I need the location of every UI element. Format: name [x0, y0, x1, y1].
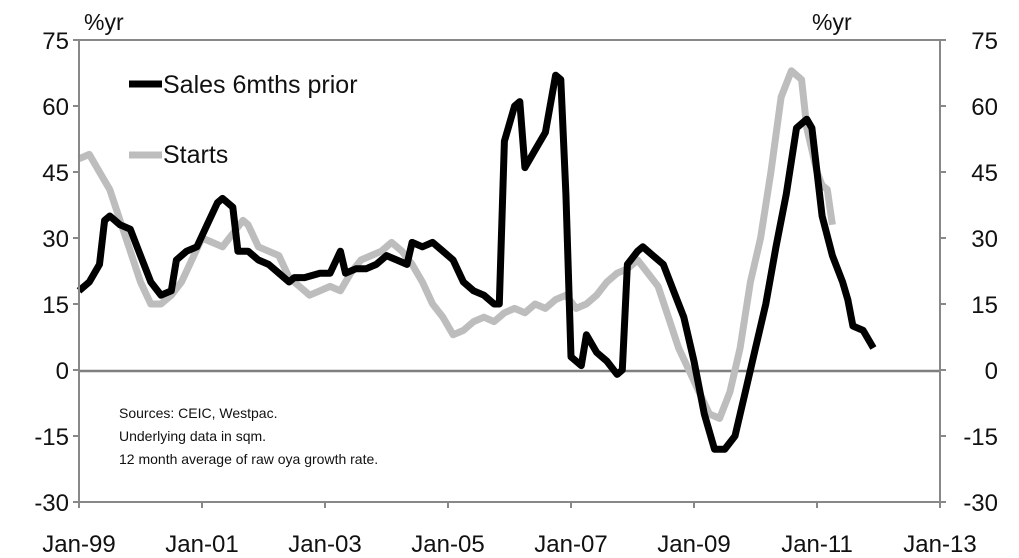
- left-y-tick-label: 75: [42, 28, 69, 55]
- right-y-tick-label: 15: [971, 292, 998, 319]
- right-y-tick-label: 75: [971, 28, 998, 55]
- x-tick-label: Jan-03: [288, 531, 361, 558]
- legend-label-sales: Sales 6mths prior: [163, 71, 358, 99]
- right-y-tick-label: -30: [963, 490, 998, 517]
- left-y-tick-label: -15: [34, 424, 69, 451]
- right-y-tick-label: 45: [971, 160, 998, 187]
- left-y-tick-label: 15: [42, 292, 69, 319]
- series-layer: [76, 67, 877, 453]
- left-y-tick-label: -30: [34, 490, 69, 517]
- right-y-tick-label: 60: [971, 94, 998, 121]
- right-y-tick-label: -15: [963, 424, 998, 451]
- left-y-tick-label: 60: [42, 94, 69, 121]
- left-y-tick-label: 30: [42, 226, 69, 253]
- series-line-sales: [76, 71, 877, 453]
- legend-label-starts: Starts: [163, 141, 228, 169]
- left-y-tick-label: 45: [42, 160, 69, 187]
- left-y-tick-label: 0: [56, 358, 69, 385]
- left-axis-unit-label: %yr: [84, 9, 124, 35]
- x-tick-label: Jan-13: [903, 531, 976, 558]
- left-y-axis-ticks: 75 60 45 30 15 0 -15 -30: [34, 28, 79, 517]
- plot-frame: [78, 39, 941, 503]
- series-line-starts: [77, 67, 836, 422]
- right-y-tick-label: 0: [985, 358, 998, 385]
- right-y-tick-label: 30: [971, 226, 998, 253]
- method-note: 12 month average of raw oya growth rate.: [119, 451, 378, 467]
- data-note: Underlying data in sqm.: [119, 428, 266, 444]
- x-tick-label: Jan-99: [42, 531, 115, 558]
- source-note: Sources: CEIC, Westpac.: [119, 405, 277, 421]
- right-y-axis-ticks: 75 60 45 30 15 0 -15 -30: [940, 28, 998, 517]
- right-axis-unit-label: %yr: [812, 9, 852, 35]
- x-tick-label: Jan-09: [657, 531, 730, 558]
- x-tick-label: Jan-05: [411, 531, 484, 558]
- x-tick-label: Jan-01: [165, 531, 238, 558]
- source-notes: Sources: CEIC, Westpac. Underlying data …: [119, 405, 378, 467]
- legend: Sales 6mths prior Starts: [129, 71, 358, 169]
- x-tick-label: Jan-07: [534, 531, 607, 558]
- x-axis-ticks: Jan-99 Jan-01 Jan-03 Jan-05 Jan-07 Jan-09 Jan-…: [42, 502, 977, 558]
- x-tick-label: Jan-11: [781, 531, 853, 558]
